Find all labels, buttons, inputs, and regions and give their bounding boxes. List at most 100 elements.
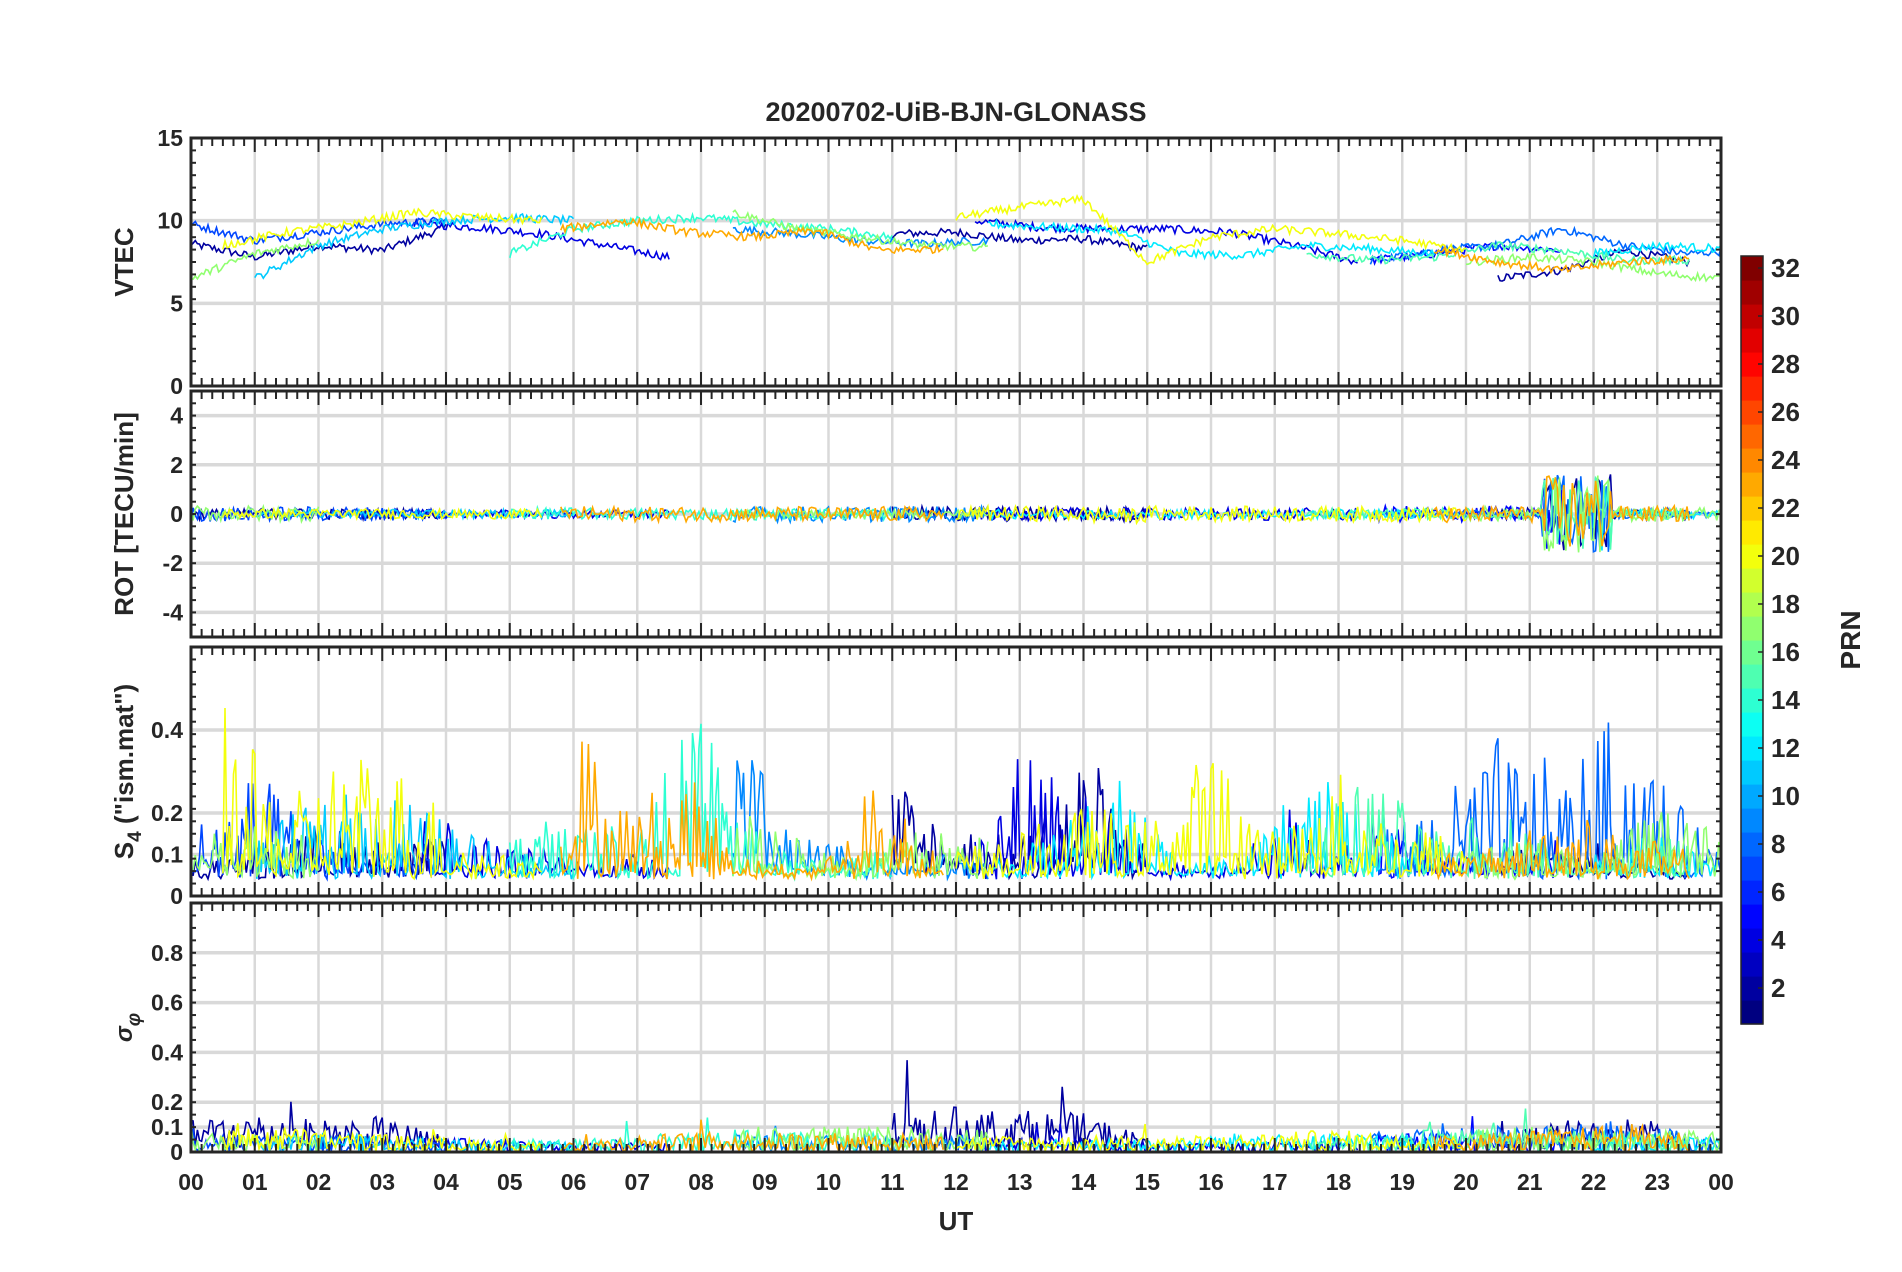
colorbar-swatch: [1741, 664, 1763, 689]
colorbar-tick-label: 32: [1771, 253, 1800, 283]
y-axis-label: VTEC: [109, 227, 139, 297]
y-tick-label: 0.6: [151, 990, 183, 1016]
colorbar-tick-label: 8: [1771, 829, 1785, 859]
series-line-prn-17: [732, 209, 989, 252]
x-tick-label: 05: [497, 1169, 523, 1195]
series-line-prn-23: [1433, 244, 1690, 275]
colorbar-swatch: [1741, 568, 1763, 593]
x-tick-label: 00: [1708, 1169, 1734, 1195]
series-line-prn-17: [191, 503, 320, 525]
series-line-prn-17: [732, 815, 989, 882]
y-tick-label: 0.1: [151, 842, 183, 868]
x-tick-label: 09: [752, 1169, 778, 1195]
series-line-prn-4: [413, 217, 670, 261]
series-line-prn-23: [1433, 475, 1690, 547]
colorbar-swatch: [1741, 376, 1763, 401]
colorbar-tick-label: 2: [1771, 973, 1785, 1003]
colorbar-swatch: [1741, 280, 1763, 305]
colorbar-tick-label: 30: [1771, 301, 1800, 331]
series-line-prn-20: [222, 207, 543, 250]
series-line-prn-12: [987, 218, 1435, 261]
colorbar-swatch: [1741, 448, 1763, 473]
series-line-prn-20: [222, 506, 543, 522]
colorbar-tick-label: 16: [1771, 637, 1800, 667]
series-line-prn-17: [191, 236, 320, 281]
series-line-prn-20: [955, 503, 1467, 526]
y-tick-label: 0: [170, 501, 183, 527]
colorbar-tick-label: 4: [1771, 925, 1786, 955]
y-tick-label: 10: [157, 208, 183, 234]
chart-title: 20200702-UiB-BJN-GLONASS: [765, 97, 1146, 127]
series-line-prn-11: [254, 212, 575, 280]
series-group: [191, 1060, 1721, 1152]
y-tick-label: 0.2: [151, 1089, 183, 1115]
colorbar-swatch: [1741, 688, 1763, 713]
colorbar-swatch: [1741, 592, 1763, 617]
panel-s4: 0 0.1 0.2 0.4S4 ("ism.mat"): [109, 645, 1723, 909]
y-label-subscript: φ: [124, 1013, 145, 1026]
colorbar-swatch: [1741, 760, 1763, 785]
series-line-prn-20: [222, 707, 542, 881]
colorbar-swatch: [1741, 784, 1763, 809]
x-tick-label: 08: [688, 1169, 714, 1195]
series-group: [191, 474, 1721, 553]
y-label-suffix: ("ism.mat"): [109, 684, 139, 831]
series-line-prn-12: [1592, 240, 1721, 259]
x-tick-label: 19: [1389, 1169, 1415, 1195]
x-tick-label: 15: [1134, 1169, 1160, 1195]
colorbar-tick-label: 10: [1771, 781, 1800, 811]
series-line-prn-17: [191, 826, 320, 880]
x-tick-label: 02: [306, 1169, 332, 1195]
x-tick-label: 06: [561, 1169, 587, 1195]
series-line-prn-4: [974, 1123, 1359, 1152]
colorbar-swatch: [1741, 352, 1763, 377]
x-axis-label: UT: [939, 1206, 974, 1236]
series-group: [191, 707, 1721, 882]
panel-vtec: 0 5 10 15 VTEC: [109, 125, 1723, 399]
x-tick-labels: 00 01 02 03 04 05 06 07 08 09 10 11 12 13 14 15 16 17 18 19…: [178, 1169, 1734, 1195]
colorbar-swatch: [1741, 256, 1763, 281]
y-axis-label: S4 ("ism.mat"): [109, 684, 146, 859]
y-axis-label: σφ: [111, 1013, 145, 1042]
colorbar-swatch: [1741, 952, 1763, 977]
y-tick-label: 4: [170, 403, 183, 429]
colorbar-swatch: [1741, 400, 1763, 425]
series-line-prn-2: [191, 223, 447, 261]
x-tick-label: 22: [1581, 1169, 1607, 1195]
series-line-prn-4: [974, 218, 1358, 266]
colorbar-tick-label: 6: [1771, 877, 1785, 907]
colorbar-swatch: [1741, 640, 1763, 665]
x-tick-label: 07: [624, 1169, 650, 1195]
y-tick-label: 0.2: [151, 800, 183, 826]
colorbar-tick-label: 28: [1771, 349, 1800, 379]
panel-rot: -4 -2 0 2 4 ROT [TECU/min]: [109, 389, 1723, 639]
series-line-prn-15: [1306, 241, 1690, 267]
colorbar-label: PRN: [1835, 610, 1866, 669]
colorbar-swatch: [1741, 544, 1763, 569]
colorbar-frame: [1740, 255, 1764, 1025]
colorbar-swatch: [1741, 616, 1763, 641]
x-tick-label: 16: [1198, 1169, 1224, 1195]
colorbar-swatch: [1741, 928, 1763, 953]
y-tick-label: 0.4: [151, 717, 183, 743]
series-line-prn-23: [560, 741, 944, 882]
x-tick-label: 13: [1007, 1169, 1033, 1195]
y-tick-label: 0.4: [151, 1039, 183, 1065]
x-tick-label: 10: [816, 1169, 842, 1195]
y-tick-label: 0.1: [151, 1114, 183, 1140]
series-line-prn-8: [1369, 225, 1721, 265]
y-tick-label: 15: [157, 125, 183, 151]
y-tick-label: -4: [163, 599, 184, 625]
y-tick-label: 0: [170, 883, 183, 909]
colorbar-tick-label: 24: [1771, 445, 1800, 475]
colorbar-tick-label: 18: [1771, 589, 1800, 619]
series-line-prn-11: [254, 506, 574, 521]
y-label-main: σ: [111, 1025, 138, 1042]
y-tick-label: 0.8: [151, 940, 183, 966]
series-line-prn-7: [191, 216, 447, 245]
colorbar-swatch: [1741, 832, 1763, 857]
series-line-prn-7: [191, 505, 447, 524]
colorbar-tick-label: 26: [1771, 397, 1800, 427]
